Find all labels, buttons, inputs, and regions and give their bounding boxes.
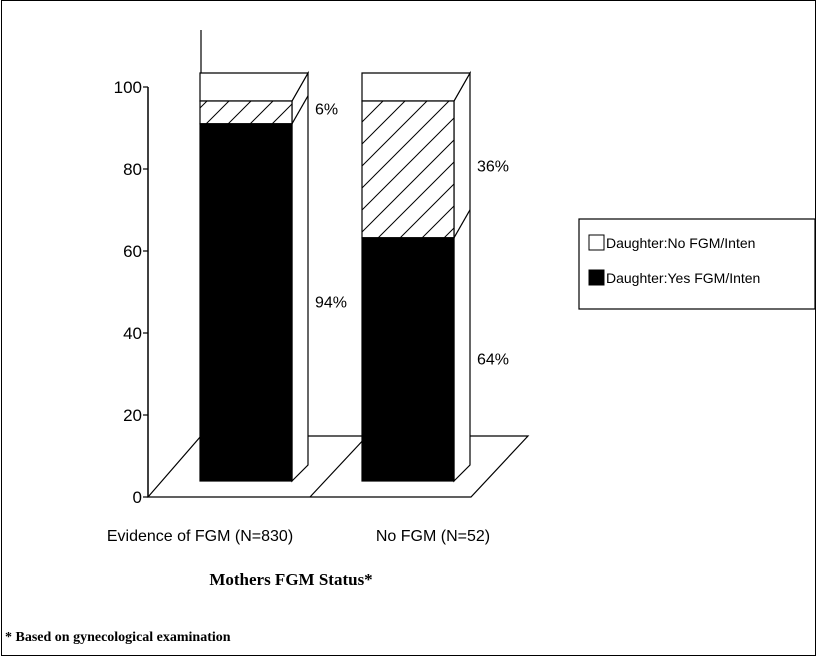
data-label-yes: 64% — [477, 351, 509, 368]
x-category-label: No FGM (N=52) — [376, 528, 490, 545]
y-tick-label: 20 — [123, 406, 142, 425]
legend-label: Daughter:No FGM/Inten — [606, 235, 755, 251]
bar-side-face — [453, 70, 471, 483]
data-label-no: 6% — [315, 101, 338, 118]
legend-swatch — [588, 269, 605, 286]
legend-swatch — [588, 234, 605, 251]
y-tick-label: 60 — [123, 242, 142, 261]
data-label-yes: 94% — [315, 294, 347, 311]
legend-box — [578, 218, 816, 310]
y-tick-label: 0 — [133, 488, 142, 507]
x-category-label: Evidence of FGM (N=830) — [107, 528, 293, 545]
bar-segment-yes-fgm — [199, 123, 293, 482]
bar-segment-no-fgm — [361, 100, 455, 239]
legend: Daughter:No FGM/Inten Daughter:Yes FGM/In… — [578, 218, 816, 310]
bar-side-divider — [453, 209, 471, 239]
y-tick-label: 100 — [114, 78, 142, 97]
bar-side-divider — [291, 95, 309, 125]
bars: 94% 6% Evidence of FGM (N=830) 64% 36% No FGM… — [107, 70, 509, 545]
legend-label: Daughter:Yes FGM/Inten — [606, 270, 760, 286]
bar-segment-yes-fgm — [361, 237, 455, 482]
bar-top-face — [199, 72, 310, 102]
bar-side-face — [291, 70, 309, 483]
y-axis: 0 20 40 60 80 100 — [114, 30, 202, 507]
data-label-no: 36% — [477, 158, 509, 175]
floor-divider — [309, 435, 368, 498]
footnote: * Based on gynecological examination — [5, 630, 231, 645]
bar-segment-no-fgm — [199, 100, 293, 125]
y-tick-label: 80 — [123, 160, 142, 179]
y-tick-label: 40 — [123, 324, 142, 343]
bar-top-face — [361, 72, 472, 102]
x-axis-title: Mothers FGM Status* — [209, 570, 372, 589]
